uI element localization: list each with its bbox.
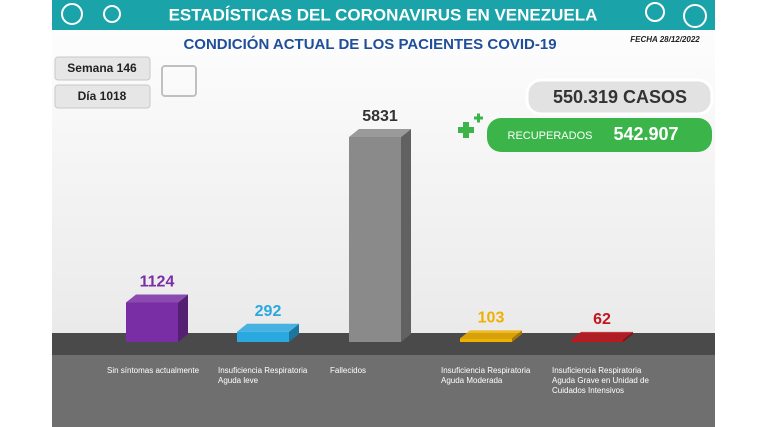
- bar: [237, 331, 289, 342]
- category-label: Insuficiencia Respiratoria Aguda Moderad…: [441, 366, 531, 385]
- floor: [52, 333, 715, 355]
- bar-side: [178, 294, 188, 342]
- bar-side: [512, 330, 522, 342]
- day-badge: [54, 84, 151, 109]
- recovered-value: 542.907: [613, 124, 678, 144]
- bar: [460, 338, 512, 342]
- bar-top: [237, 323, 299, 332]
- cases-badge: [525, 78, 714, 116]
- plus-icon: [474, 113, 483, 123]
- title: ESTADÍSTICAS DEL CORONAVIRUS EN VENEZUEL…: [169, 5, 598, 24]
- bar: [126, 302, 178, 342]
- value-label: 292: [255, 303, 282, 320]
- recovered-badge: [487, 118, 712, 152]
- value-label: 1124: [140, 274, 175, 291]
- category-label: Fallecidos: [330, 366, 367, 375]
- bar-side: [401, 129, 411, 342]
- value-label: 62: [593, 311, 611, 328]
- subtitle: CONDICIÓN ACTUAL DE LOS PACIENTES COVID-…: [183, 35, 556, 53]
- category-label: Insuficiencia Respiratoria Aguda leve: [218, 366, 308, 385]
- virus-icon: [103, 5, 121, 23]
- bar-top: [126, 294, 188, 303]
- bar-top: [460, 330, 522, 339]
- bar: [349, 137, 401, 342]
- virus-icon: [61, 3, 83, 25]
- date: FECHA 28/12/2022: [630, 35, 700, 44]
- header-bar: [52, 0, 715, 30]
- day: Día 1018: [78, 89, 127, 103]
- bar-top: [571, 331, 633, 340]
- label-band: [52, 355, 715, 427]
- bar-top: [349, 129, 411, 137]
- category-label: Insuficiencia Respiratoria Aguda Grave e…: [552, 366, 649, 395]
- week-badge: [54, 56, 151, 81]
- bar-side: [623, 331, 633, 342]
- category-label: Sin síntomas actualmente: [107, 366, 200, 375]
- plus-icon: [458, 122, 474, 138]
- calendar-icon: [161, 65, 197, 97]
- value-label: 5831: [362, 108, 398, 125]
- recovered-label: RECUPERADOS: [508, 130, 593, 142]
- week: Semana 146: [67, 61, 137, 75]
- bar-side: [289, 323, 299, 342]
- virus-icon: [645, 2, 665, 22]
- virus-icon: [683, 4, 707, 28]
- cases: 550.319 CASOS: [553, 87, 687, 107]
- bar: [571, 339, 623, 342]
- value-label: 103: [478, 310, 505, 327]
